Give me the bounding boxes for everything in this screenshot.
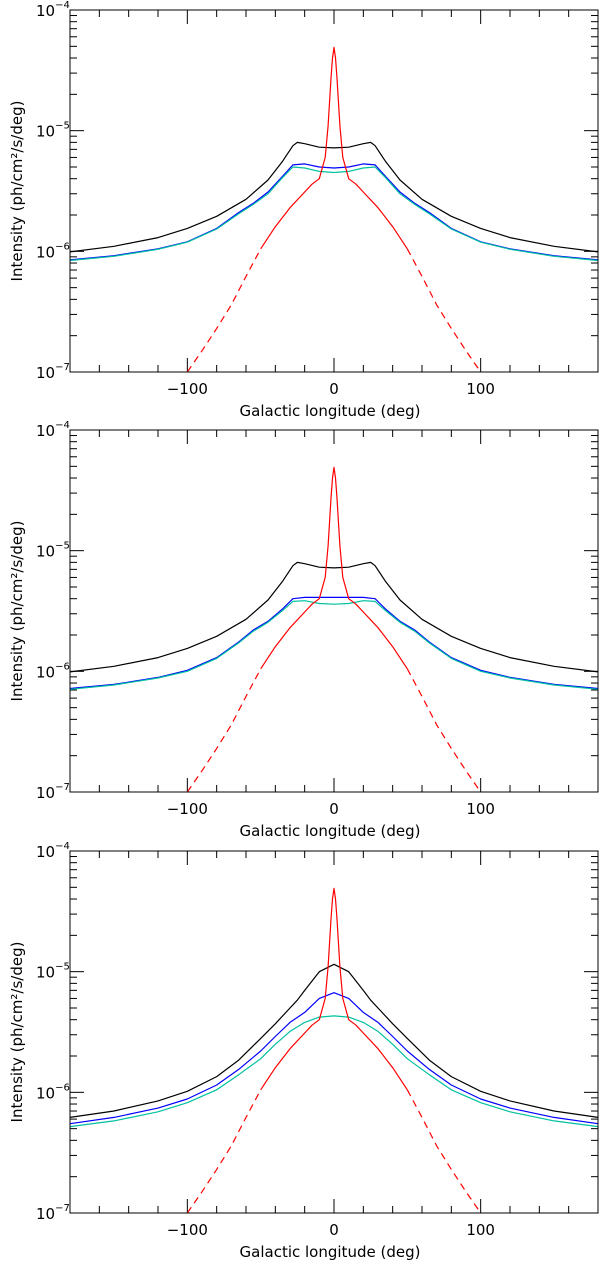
series-line-4 bbox=[186, 668, 262, 793]
plot-frame bbox=[69, 429, 599, 793]
y-tick-label: 10−7 bbox=[36, 782, 70, 802]
y-tick-label: 10−6 bbox=[36, 661, 70, 681]
series-line-4 bbox=[186, 1089, 262, 1214]
series-line-5 bbox=[406, 1089, 482, 1214]
x-tick-label: −100 bbox=[167, 380, 208, 398]
y-axis-label: Intensity (ph/cm²/s/deg) bbox=[8, 521, 26, 702]
series-line-1 bbox=[69, 163, 599, 261]
plot-frame bbox=[69, 850, 599, 1214]
series-line-0 bbox=[69, 141, 599, 253]
plot-frame bbox=[69, 9, 599, 373]
x-axis-label: Galactic longitude (deg) bbox=[240, 822, 421, 840]
y-axis-label: Intensity (ph/cm²/s/deg) bbox=[8, 101, 26, 282]
series-line-5 bbox=[406, 668, 482, 793]
chart-panel-bottom: −100 0 100 10−7 10−6 10−5 10−4 Galactic longitu… bbox=[8, 841, 599, 1261]
series-line-2 bbox=[69, 1015, 599, 1128]
y-tick-label: 10−7 bbox=[36, 362, 70, 382]
chart-panel-top: −100 0 100 10−7 10−6 10−5 10−4 Galactic longitu… bbox=[8, 0, 599, 420]
series-line-0 bbox=[69, 561, 599, 673]
x-tick-label: −100 bbox=[167, 800, 208, 818]
series-line-0 bbox=[69, 963, 599, 1118]
y-axis-label: Intensity (ph/cm²/s/deg) bbox=[8, 942, 26, 1123]
y-tick-label: 10−4 bbox=[36, 841, 70, 861]
series-line-2 bbox=[69, 166, 599, 262]
y-tick-label: 10−4 bbox=[36, 420, 70, 440]
y-tick-label: 10−5 bbox=[36, 541, 70, 561]
chart-panel-middle: −100 0 100 10−7 10−6 10−5 10−4 Galactic longitu… bbox=[8, 420, 599, 840]
series-line-3 bbox=[260, 466, 408, 670]
x-tick-label: 0 bbox=[329, 380, 339, 398]
y-tick-label: 10−6 bbox=[36, 241, 70, 261]
x-axis-label: Galactic longitude (deg) bbox=[240, 402, 421, 420]
series-line-5 bbox=[406, 248, 482, 373]
series-line-3 bbox=[260, 887, 408, 1091]
series-line-1 bbox=[69, 596, 599, 690]
x-tick-label: −100 bbox=[167, 1221, 208, 1239]
series-line-1 bbox=[69, 992, 599, 1125]
series-line-3 bbox=[260, 46, 408, 250]
y-tick-label: 10−7 bbox=[36, 1203, 70, 1223]
y-tick-label: 10−6 bbox=[36, 1082, 70, 1102]
y-tick-label: 10−5 bbox=[36, 962, 70, 982]
series-line-2 bbox=[69, 600, 599, 690]
series-line-4 bbox=[186, 248, 262, 373]
y-tick-label: 10−5 bbox=[36, 121, 70, 141]
x-tick-label: 0 bbox=[329, 800, 339, 818]
y-tick-label: 10−4 bbox=[36, 0, 70, 20]
x-tick-label: 100 bbox=[466, 380, 495, 398]
x-tick-label: 100 bbox=[466, 800, 495, 818]
x-tick-label: 0 bbox=[329, 1221, 339, 1239]
x-tick-label: 100 bbox=[466, 1221, 495, 1239]
x-axis-label: Galactic longitude (deg) bbox=[240, 1243, 421, 1261]
